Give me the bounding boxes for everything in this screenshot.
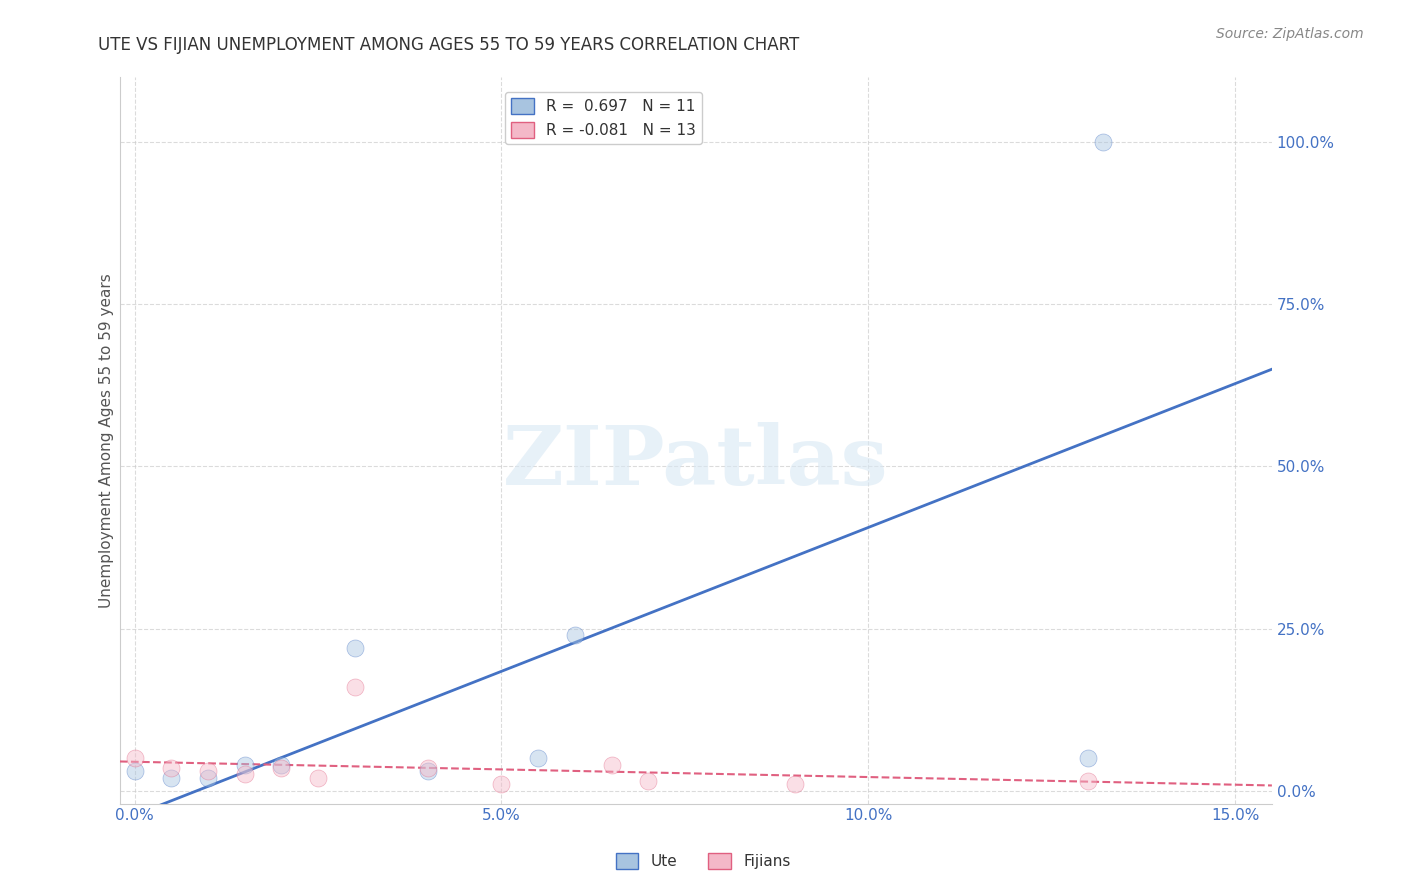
Point (270, 761, 292, 775)
Point (783, 777, 806, 791)
Point (416, 764, 439, 779)
Point (1092, 136, 1115, 150)
Point (197, 771, 219, 785)
Text: ZIPatlas: ZIPatlas (503, 422, 889, 502)
Point (270, 757, 292, 772)
Legend: R =  0.697   N = 11, R = -0.081   N = 13: R = 0.697 N = 11, R = -0.081 N = 13 (505, 93, 703, 145)
Point (416, 761, 439, 775)
Point (197, 764, 219, 779)
Point (124, 764, 146, 779)
Point (637, 773, 659, 788)
Y-axis label: Unemployment Among Ages 55 to 59 years: Unemployment Among Ages 55 to 59 years (100, 273, 114, 608)
Point (233, 757, 256, 772)
Point (491, 777, 513, 791)
Point (124, 751, 146, 765)
Point (233, 767, 256, 781)
Point (600, 757, 623, 772)
Point (1077, 751, 1099, 765)
Text: Source: ZipAtlas.com: Source: ZipAtlas.com (1216, 27, 1364, 41)
Point (160, 771, 183, 785)
Text: UTE VS FIJIAN UNEMPLOYMENT AMONG AGES 55 TO 59 YEARS CORRELATION CHART: UTE VS FIJIAN UNEMPLOYMENT AMONG AGES 55… (98, 36, 800, 54)
Point (527, 751, 550, 765)
Point (160, 761, 183, 775)
Point (564, 628, 586, 642)
Point (343, 680, 366, 694)
Point (307, 771, 329, 785)
Legend: Ute, Fijians: Ute, Fijians (609, 847, 797, 875)
Point (343, 640, 366, 655)
Point (1077, 773, 1099, 788)
